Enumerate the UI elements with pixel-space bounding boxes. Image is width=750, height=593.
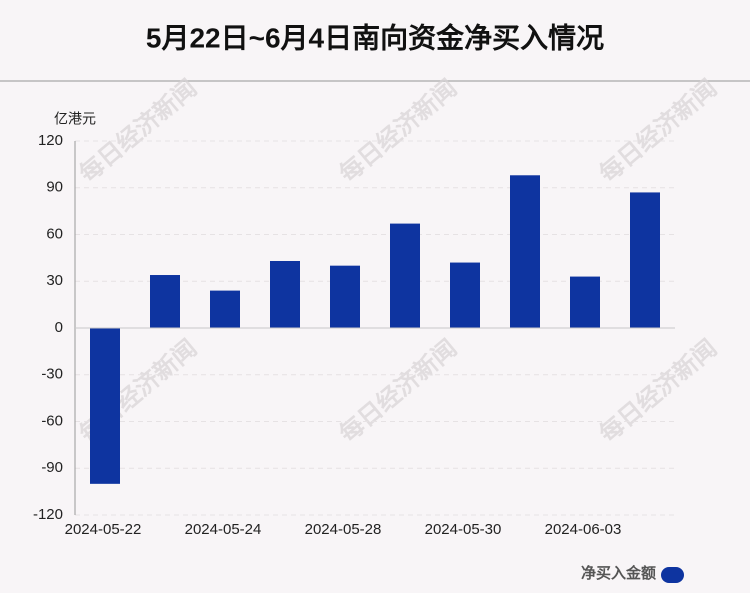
bar	[450, 262, 480, 328]
chart-title: 5月22日~6月4日南向资金净买入情况	[146, 21, 604, 53]
y-tick-label: -120	[33, 506, 63, 523]
y-tick-label: 90	[46, 179, 63, 196]
y-tick-label: 0	[55, 319, 63, 336]
bar	[150, 275, 180, 328]
bar	[270, 260, 300, 328]
x-tick-label: 2024-05-22	[65, 521, 142, 538]
bar	[570, 276, 600, 328]
y-tick-label: -90	[41, 459, 63, 476]
y-tick-label: 120	[38, 132, 63, 149]
x-tick-label: 2024-05-24	[185, 521, 262, 538]
y-unit: 亿港元	[54, 111, 96, 127]
bar	[630, 192, 660, 328]
legend-label: 净买入金额	[581, 564, 656, 582]
y-tick-label: 60	[46, 225, 63, 242]
y-tick-label: -60	[41, 412, 63, 429]
y-tick-label: -30	[41, 366, 63, 383]
bar	[90, 328, 120, 484]
bar	[330, 265, 360, 328]
legend-swatch	[661, 567, 684, 583]
y-tick-label: 30	[46, 272, 63, 289]
bar	[210, 290, 240, 328]
x-tick-label: 2024-06-03	[545, 521, 622, 538]
bar	[510, 175, 540, 328]
bar	[390, 223, 420, 328]
x-tick-label: 2024-05-28	[305, 521, 382, 538]
x-tick-label: 2024-05-30	[425, 521, 502, 538]
